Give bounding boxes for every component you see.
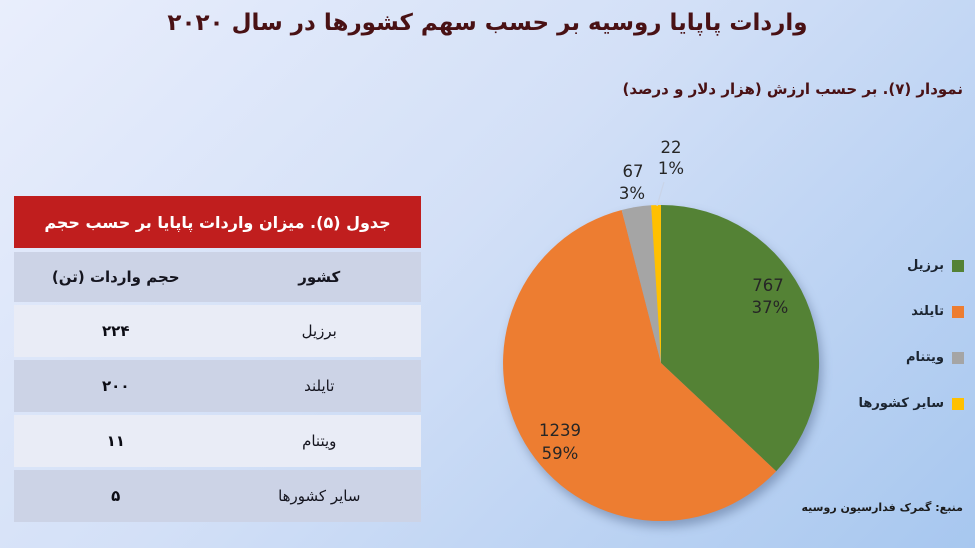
pie-slice-brazil [661, 205, 820, 472]
legend-item-brazil: برزیل [852, 258, 964, 273]
country-cell: برزیل [301, 322, 337, 340]
volume-cell: ۵ [111, 487, 121, 505]
legend-swatch-others [952, 397, 964, 410]
chart-subtitle: نمودار (۷). بر حسب ارزش (هزار دلار و درص… [622, 80, 964, 98]
pie-chart: 767 37% 1239 59% 67 3% 22 1% [503, 138, 820, 522]
volume-table: جدول (۵). میزان واردات پاپایا بر حسب حجم… [14, 196, 421, 522]
legend-item-thailand: تایلند [852, 304, 964, 319]
legend-item-vietnam: ویتنام [852, 350, 964, 365]
leader-line-others [656, 181, 665, 207]
table-row: سایر کشورها ۵ [14, 470, 421, 522]
slice-percent-label-others: 1% [658, 159, 684, 178]
pie-slice-thailand [503, 210, 777, 522]
country-cell: ویتنام [302, 432, 337, 450]
table-row: ویتنام ۱۱ [14, 415, 421, 467]
legend-item-others: سایر کشورها [852, 396, 964, 411]
slice-value-label-vietnam: 67 [623, 162, 644, 181]
table-row: برزیل ۲۲۴ [14, 305, 421, 357]
pie-slice-vietnam [621, 205, 661, 363]
volume-cell: ۲۲۴ [102, 322, 130, 340]
legend-swatch-vietnam [952, 351, 964, 364]
country-cell: تایلند [304, 377, 335, 395]
legend-label: تایلند [911, 304, 944, 319]
source-note: منبع: گمرک فدارسیون روسیه [801, 501, 963, 514]
slice-value-label-brazil: 767 [752, 276, 784, 295]
table-header-row: کشور حجم واردات (تن) [14, 252, 421, 302]
slice-percent-label-thailand: 59% [542, 444, 579, 463]
legend-label: ویتنام [906, 350, 944, 365]
country-cell: سایر کشورها [278, 487, 361, 505]
volume-cell: ۱۱ [106, 432, 125, 450]
legend-swatch-thailand [952, 305, 964, 318]
page-title: واردات پاپایا روسیه بر حسب سهم کشورها در… [167, 10, 808, 36]
table-title: جدول (۵). میزان واردات پاپایا بر حسب حجم [14, 196, 421, 248]
column-header-country: کشور [298, 268, 341, 286]
volume-cell: ۲۰۰ [102, 377, 130, 395]
slice-percent-label-brazil: 37% [752, 298, 789, 317]
slice-value-label-thailand: 1239 [539, 421, 581, 440]
pie-slice-others [651, 204, 661, 363]
legend-label: سایر کشورها [858, 396, 944, 411]
table-row: تایلند ۲۰۰ [14, 360, 421, 412]
legend-swatch-brazil [952, 259, 964, 272]
pie-slices [503, 204, 820, 522]
slice-value-label-others: 22 [661, 138, 682, 157]
column-header-volume: حجم واردات (تن) [51, 268, 180, 286]
legend-label: برزیل [907, 258, 944, 273]
chart-legend: برزیل تایلند ویتنام سایر کشورها [852, 258, 964, 442]
slice-percent-label-vietnam: 3% [619, 184, 645, 203]
